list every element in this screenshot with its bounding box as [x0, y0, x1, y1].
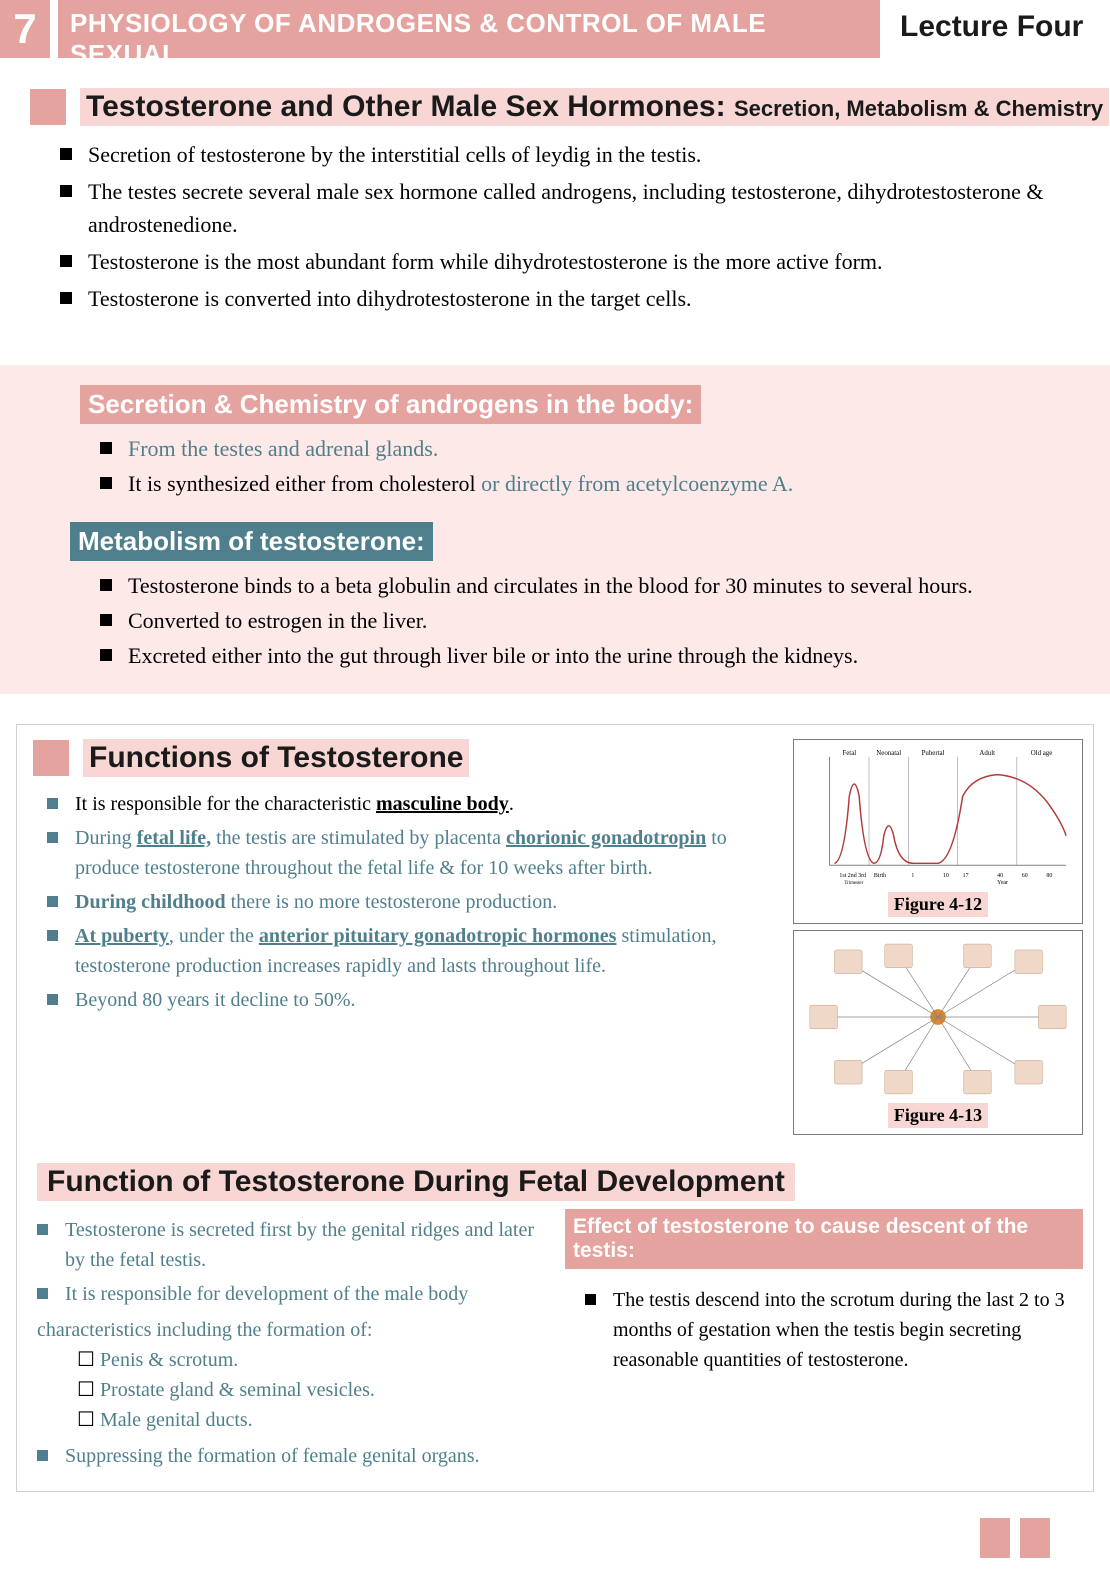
heading-marker	[30, 89, 66, 125]
svg-text:Birth: Birth	[874, 873, 886, 879]
bullet: Testosterone is the most abundant form w…	[60, 245, 1110, 278]
section1-heading: Testosterone and Other Male Sex Hormones…	[80, 88, 1109, 126]
text: It is synthesized either from cholestero…	[128, 471, 481, 496]
figure-4-13: Figure 4-13	[793, 930, 1083, 1135]
svg-text:40: 40	[997, 873, 1003, 879]
check-item: Prostate gland & seminal vesicles.	[77, 1375, 545, 1405]
svg-text:Old age: Old age	[1031, 750, 1053, 757]
bullet: Excreted either into the gut through liv…	[100, 639, 1110, 672]
section1-heading-row: Testosterone and Other Male Sex Hormones…	[30, 88, 1110, 126]
fetal-checks: Penis & scrotum. Prostate gland & semina…	[77, 1345, 545, 1435]
secretion-bullets: From the testes and adrenal glands. It i…	[100, 432, 1110, 500]
pink-band: Secretion & Chemistry of androgens in th…	[0, 365, 1110, 694]
check-item: Penis & scrotum.	[77, 1345, 545, 1375]
bullet: Beyond 80 years it decline to 50%.	[47, 985, 783, 1015]
lecture-label: Lecture Four	[880, 0, 1110, 58]
figure-4-12: Fetal Neonatal Pubertal Adult Old age 1s…	[793, 739, 1083, 924]
text: or directly from acetylcoenzyme A.	[481, 471, 793, 496]
page-number: 7	[0, 0, 50, 58]
bullet: It is responsible for the characteristic…	[47, 789, 783, 819]
svg-text:Adult: Adult	[979, 750, 995, 757]
bullet: Testosterone is converted into dihydrote…	[60, 282, 1110, 315]
bullet: Testosterone is secreted first by the ge…	[37, 1215, 545, 1275]
svg-text:10: 10	[943, 873, 949, 879]
section1-bullets: Secretion of testosterone by the interst…	[60, 138, 1110, 315]
svg-text:60: 60	[1022, 873, 1028, 879]
bullet: It is responsible for development of the…	[37, 1279, 545, 1309]
fetal-dev-heading: Function of Testosterone During Fetal De…	[37, 1163, 795, 1201]
fetal-left-tail: characteristics including the formation …	[37, 1315, 545, 1345]
effect-heading: Effect of testosterone to cause descent …	[565, 1209, 1083, 1269]
svg-text:Year: Year	[997, 880, 1008, 886]
metabolism-bullets: Testosterone binds to a beta globulin an…	[100, 569, 1110, 672]
section1-heading-sub: Secretion, Metabolism & Chemistry	[734, 96, 1103, 121]
svg-text:17: 17	[963, 873, 969, 879]
bullet: Secretion of testosterone by the interst…	[60, 138, 1110, 171]
section1-heading-main: Testosterone and Other Male Sex Hormones…	[86, 90, 726, 123]
fetal-dev-columns: Testosterone is secreted first by the ge…	[27, 1209, 1083, 1477]
secretion-heading: Secretion & Chemistry of androgens in th…	[80, 385, 701, 424]
fetal-left-bullets: Testosterone is secreted first by the ge…	[37, 1215, 545, 1309]
bullet: At puberty, under the anterior pituitary…	[47, 921, 783, 981]
svg-text:Trimester: Trimester	[844, 881, 863, 886]
bullet: Converted to estrogen in the liver.	[100, 604, 1110, 637]
figure-caption: Figure 4-12	[888, 892, 988, 917]
svg-text:Pubertal: Pubertal	[922, 750, 945, 757]
functions-heading: Functions of Testosterone	[83, 739, 469, 777]
footer-decoration	[980, 1518, 1050, 1558]
figure-caption: Figure 4-13	[888, 1103, 988, 1128]
fetal-left-last: Suppressing the formation of female geni…	[37, 1441, 545, 1471]
bullet: The testes secrete several male sex horm…	[60, 175, 1110, 241]
svg-text:Fetal: Fetal	[842, 750, 856, 757]
header-title: PHYSIOLOGY OF ANDROGENS & CONTROL OF MAL…	[58, 0, 880, 58]
functions-section: Functions of Testosterone It is responsi…	[16, 724, 1094, 1492]
figures-column: Fetal Neonatal Pubertal Adult Old age 1s…	[783, 739, 1083, 1141]
svg-text:1: 1	[911, 873, 914, 879]
metabolism-heading: Metabolism of testosterone:	[70, 522, 433, 561]
bullet: It is synthesized either from cholestero…	[100, 467, 1110, 500]
functions-bullets: It is responsible for the characteristic…	[47, 789, 783, 1015]
text: From the testes and adrenal glands.	[128, 436, 438, 461]
svg-text:80: 80	[1046, 873, 1052, 879]
bullet: The testis descend into the scrotum duri…	[585, 1285, 1083, 1375]
bullet: From the testes and adrenal glands.	[100, 432, 1110, 465]
page-header: 7 PHYSIOLOGY OF ANDROGENS & CONTROL OF M…	[0, 0, 1110, 58]
bullet: During childhood there is no more testos…	[47, 887, 783, 917]
svg-text:1st 2nd 3rd: 1st 2nd 3rd	[839, 873, 866, 879]
bullet: Testosterone binds to a beta globulin an…	[100, 569, 1110, 602]
svg-text:Neonatal: Neonatal	[876, 750, 901, 757]
bullet: During fetal life, the testis are stimul…	[47, 823, 783, 883]
check-item: Male genital ducts.	[77, 1405, 545, 1435]
heading-marker	[33, 740, 69, 776]
effect-bullets: The testis descend into the scrotum duri…	[585, 1285, 1083, 1375]
bullet: Suppressing the formation of female geni…	[37, 1441, 545, 1471]
